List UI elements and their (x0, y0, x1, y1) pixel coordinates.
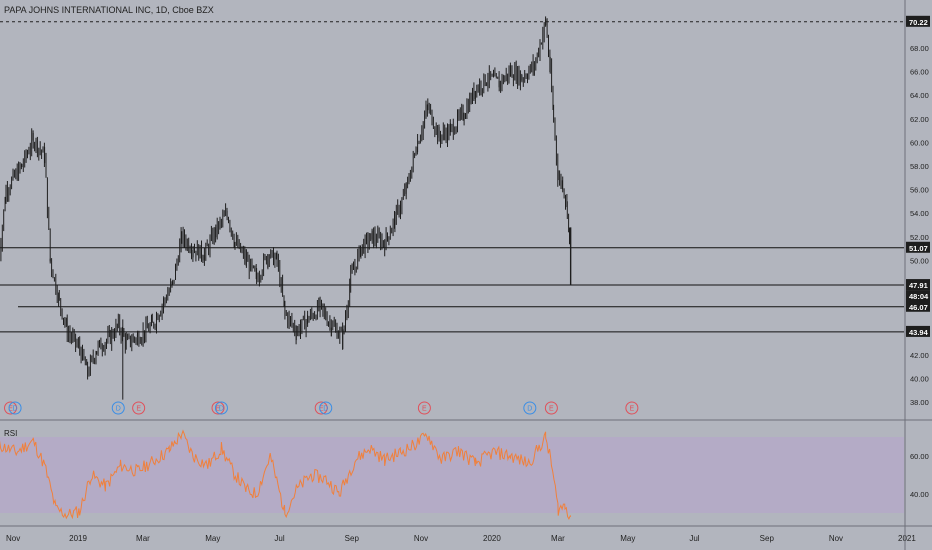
level-price-badge (906, 300, 930, 312)
last-price-badge (906, 15, 930, 27)
dividend-marker-label: D (527, 406, 532, 413)
earnings-marker[interactable] (4, 401, 18, 415)
x-tick-label: Sep (760, 534, 775, 543)
dividend-marker[interactable] (8, 401, 22, 415)
earnings-marker-label: E (216, 406, 221, 413)
event-markers: E D D E ED E D E D E E (4, 401, 639, 415)
earnings-marker-label: E (8, 406, 13, 413)
level-price-badge (906, 279, 930, 291)
y-tick-label: 58.00 (910, 162, 929, 171)
level-price-badge-text: 51.07 (909, 244, 928, 253)
level-price-badge-text: 43.94 (909, 328, 929, 337)
y-tick-label: 50.00 (910, 256, 929, 265)
earnings-marker[interactable] (625, 401, 639, 415)
chart-title: PAPA JOHNS INTERNATIONAL INC, 1D, Cboe B… (4, 5, 214, 15)
dividend-marker-label: D (219, 406, 224, 413)
rsi-line (0, 429, 572, 521)
y-axis: 38.0040.0042.0044.0046.0048.0050.0052.00… (904, 0, 930, 550)
x-tick-label: 2020 (483, 534, 501, 543)
x-tick-label: 2019 (69, 534, 87, 543)
earnings-marker[interactable] (211, 401, 225, 415)
rsi-label: RSI (4, 429, 17, 438)
dividend-marker[interactable] (523, 401, 537, 415)
earnings-marker[interactable] (314, 401, 328, 415)
dividend-marker[interactable] (214, 401, 228, 415)
last-price-badge-text: 70.22 (909, 18, 928, 27)
x-tick-label: May (620, 534, 635, 543)
earnings-marker-label: E (630, 406, 635, 413)
x-tick-label: Mar (551, 534, 565, 543)
y-tick-label: 54.00 (910, 209, 929, 218)
rsi-tick-label: 40.00 (910, 490, 929, 499)
dividend-marker[interactable] (319, 401, 333, 415)
y-tick-label: 56.00 (910, 186, 929, 195)
horizontal-levels (0, 21, 904, 333)
x-tick-label: Jul (274, 534, 284, 543)
y-tick-label: 52.00 (910, 233, 929, 242)
y-tick-label: 68.00 (910, 44, 929, 53)
x-tick-label: Nov (6, 534, 20, 543)
y-tick-label: 40.00 (910, 374, 929, 383)
x-tick-label: 2021 (898, 534, 916, 543)
level-price-badge (906, 325, 930, 337)
y-tick-label: 38.00 (910, 398, 929, 407)
earnings-marker-label: E (136, 406, 141, 413)
x-tick-label: Mar (136, 534, 150, 543)
x-tick-label: Sep (345, 534, 360, 543)
rsi-tick-label: 60.00 (910, 452, 929, 461)
earnings-marker[interactable] (417, 401, 431, 415)
x-axis: Nov 2019 Mar May Jul Sep Nov 2020 Mar May Jul Sep No… (0, 525, 932, 543)
y-tick-label: 64.00 (910, 91, 929, 100)
earnings-marker-label: E (422, 406, 427, 413)
dividend-marker-label: D (116, 406, 121, 413)
countdown-badge-text: 48:04 (909, 292, 929, 301)
countdown-badge (906, 290, 930, 302)
dividend-marker-label: D (13, 406, 18, 413)
dividend-marker[interactable] (111, 401, 125, 415)
rsi-band (0, 437, 904, 513)
earnings-marker-label: E (319, 406, 324, 413)
earnings-marker[interactable] (544, 401, 558, 415)
earnings-marker-label: E (549, 406, 554, 413)
rsi-pane (0, 429, 904, 521)
dividend-marker-label: D (323, 406, 328, 413)
level-price-badge-text: 46.07 (909, 303, 928, 312)
price-candles (0, 16, 572, 400)
x-tick-label: Jul (689, 534, 699, 543)
x-tick-label: Nov (829, 534, 843, 543)
x-tick-label: May (205, 534, 220, 543)
y-tick-label: 62.00 (910, 115, 929, 124)
y-tick-label: 60.00 (910, 138, 929, 147)
y-tick-label: 42.00 (910, 351, 929, 360)
y-tick-label: 66.00 (910, 68, 929, 77)
x-tick-label: Nov (414, 534, 428, 543)
level-price-badge-text: 47.91 (909, 281, 928, 290)
earnings-marker[interactable] (132, 401, 146, 415)
level-price-badge (906, 241, 930, 253)
